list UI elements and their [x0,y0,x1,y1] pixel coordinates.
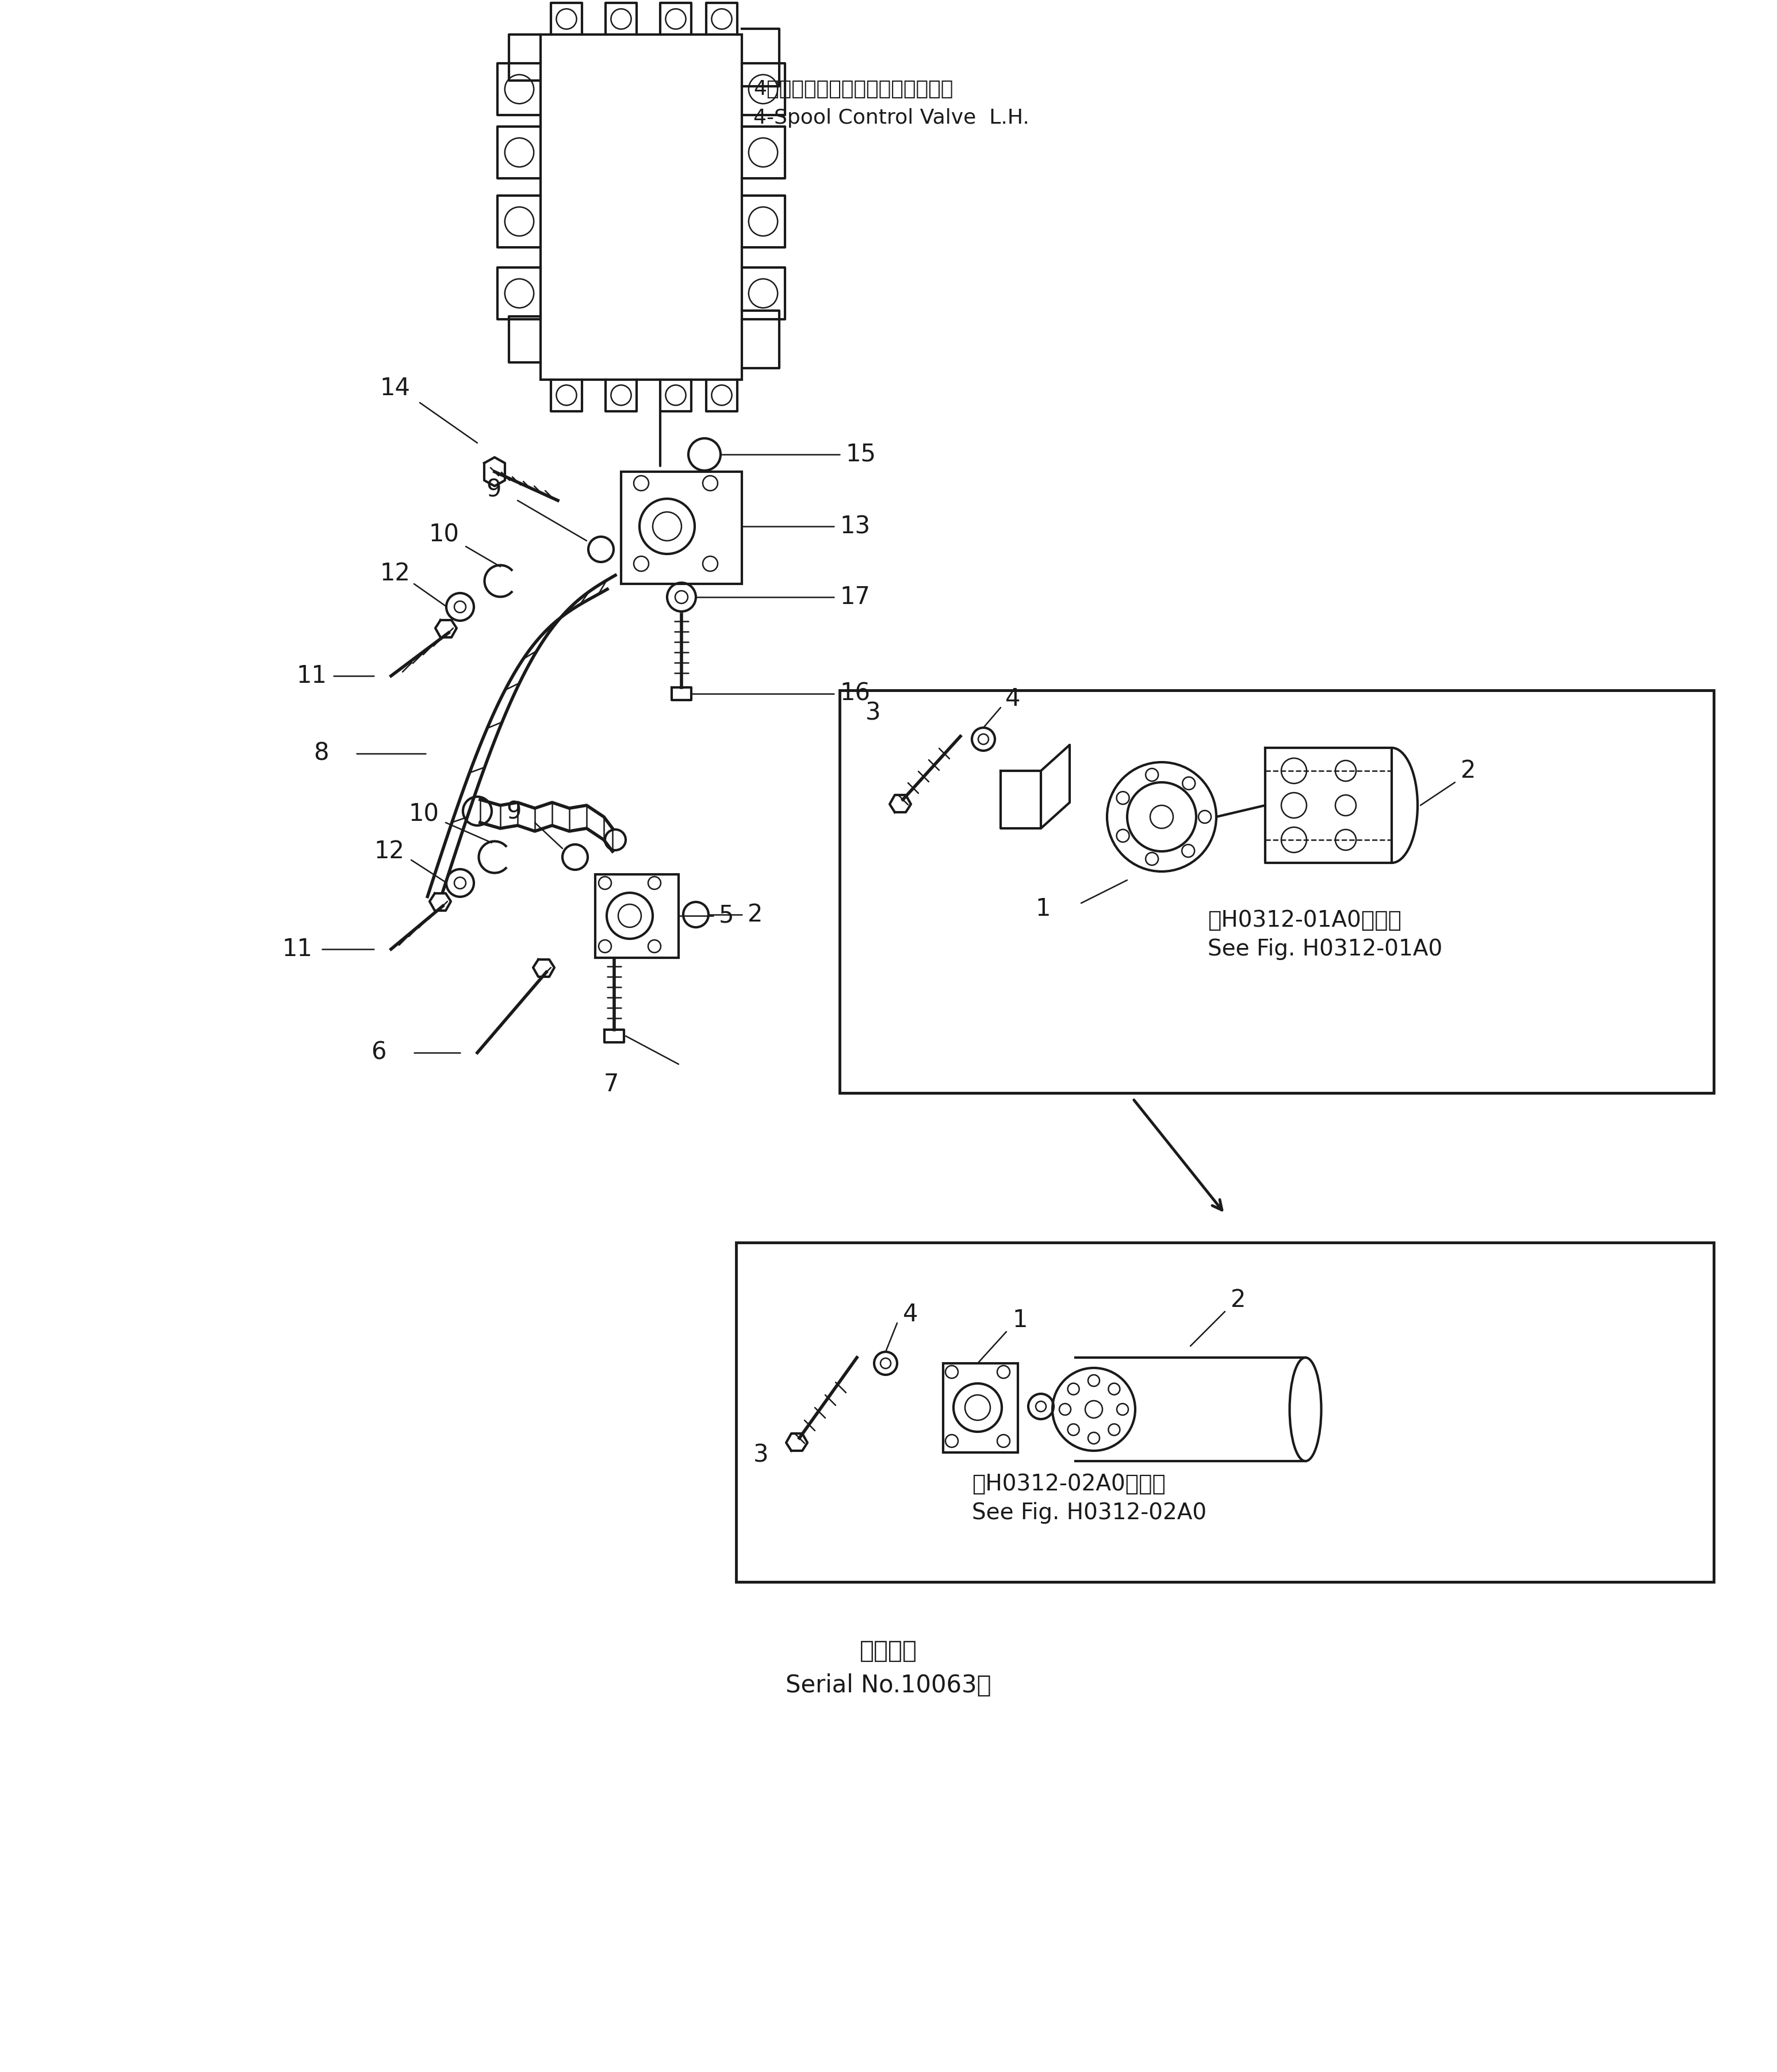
Text: 10: 10 [409,802,439,827]
Text: 3: 3 [865,700,881,725]
Text: 11: 11 [297,663,327,688]
Text: 4: 4 [903,1303,919,1326]
Text: 10: 10 [428,522,458,547]
Bar [736,1243,1713,1581]
Bar [595,874,679,957]
Text: 9: 9 [506,800,521,825]
Text: 適用号機: 適用号機 [860,1639,917,1664]
Text: 12: 12 [373,839,403,864]
Text: 1: 1 [1013,1307,1027,1332]
Bar [622,472,741,584]
Text: 15: 15 [846,441,876,466]
Text: 12: 12 [380,562,410,586]
Text: 13: 13 [839,514,871,539]
Text: 3: 3 [753,1444,769,1467]
Text: 第H0312-02A0図参照: 第H0312-02A0図参照 [972,1473,1166,1496]
Text: 4スプールコントロールバルブ　左: 4スプールコントロールバルブ 左 [753,79,952,99]
Text: 4-Spool Control Valve  L.H.: 4-Spool Control Valve L.H. [753,108,1029,128]
Text: 9: 9 [485,479,501,501]
Text: 2: 2 [1461,758,1477,783]
Text: 1: 1 [1036,897,1050,920]
Bar [944,1363,1018,1452]
Text: 第H0312-01A0図参照: 第H0312-01A0図参照 [1208,910,1402,930]
Bar [839,690,1713,1092]
Text: 2: 2 [1231,1289,1246,1312]
Text: 8: 8 [313,742,329,767]
Text: 14: 14 [380,377,410,400]
Text: 11: 11 [283,937,313,961]
Text: Serial No.10063～: Serial No.10063～ [785,1674,992,1697]
Text: 17: 17 [839,584,871,609]
Text: 2: 2 [748,903,762,926]
Text: 7: 7 [604,1071,618,1096]
Text: 4: 4 [1006,686,1020,711]
Text: See Fig. H0312-02A0: See Fig. H0312-02A0 [972,1502,1207,1523]
Text: 5: 5 [720,903,734,928]
Text: 16: 16 [839,682,871,707]
Text: See Fig. H0312-01A0: See Fig. H0312-01A0 [1208,939,1443,959]
Text: 6: 6 [371,1040,386,1065]
Bar [540,35,741,379]
